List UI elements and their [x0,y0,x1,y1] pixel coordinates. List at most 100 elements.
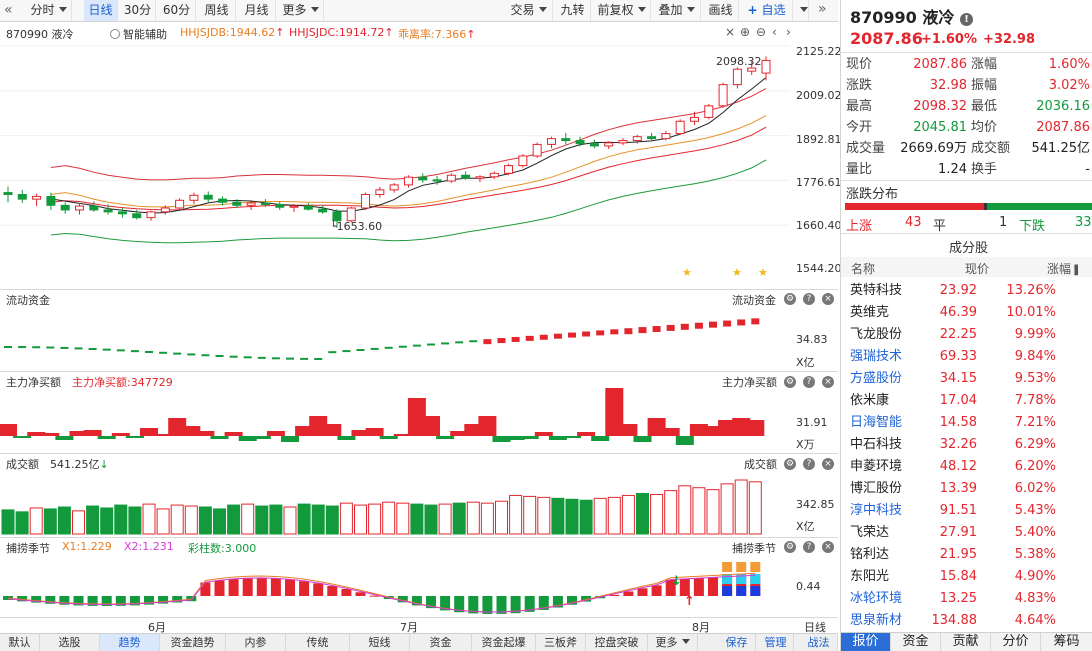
tab-three-axes[interactable]: 三板斧 [536,634,586,651]
component-row[interactable]: 冰轮环境 13.25 4.83% [841,588,1092,610]
volume-divider [0,453,838,454]
gear-icon[interactable]: ⚙ [784,376,796,388]
component-name[interactable]: 依米康 [850,393,890,408]
component-name[interactable]: 中石科技 [850,437,903,452]
component-row[interactable]: 飞龙股份 22.25 9.99% [841,324,1092,346]
info-icon[interactable]: ! [959,13,973,26]
smart-assist-toggle[interactable]: 智能辅助 [110,26,167,42]
tab-capital[interactable]: 资金 [410,634,472,651]
component-row[interactable]: 英特科技 23.92 13.26% [841,280,1092,302]
component-row[interactable]: 强瑞技术 69.33 9.84% [841,346,1092,368]
tab-more[interactable]: 更多 [278,0,324,21]
component-name[interactable]: 方盛股份 [850,371,903,386]
tab-capital-burst[interactable]: 资金起爆 [472,634,536,651]
component-row[interactable]: 飞荣达 27.91 5.40% [841,522,1092,544]
component-name[interactable]: 东阳光 [850,569,890,584]
gear-icon[interactable]: ⚙ [784,458,796,470]
component-name[interactable]: 博汇股份 [850,481,903,496]
adjust-menu[interactable]: 前复权 [593,0,651,21]
flow-bar [88,347,97,350]
high-price-label: 2098.32 [716,55,762,68]
tab-price-distribution[interactable]: 分价 [991,633,1041,651]
overlay-menu[interactable]: 叠加 [653,0,701,21]
component-row[interactable]: 依米康 17.04 7.78% [841,390,1092,412]
close-icon[interactable]: × [822,293,834,305]
tab-more-strategies[interactable]: 更多 [648,634,698,651]
component-row[interactable]: 东阳光 15.84 4.90% [841,566,1092,588]
kline-chart[interactable] [0,40,790,278]
add-watchlist-button[interactable]: + 自选 [741,0,793,21]
manage-button[interactable]: 管理 [758,634,794,651]
tab-daily[interactable]: 日线 [84,0,118,21]
tab-30min[interactable]: 30分 [120,0,156,21]
help-icon[interactable]: ? [803,541,815,553]
tactic-button[interactable]: 战法 [800,634,838,651]
gear-icon[interactable]: ⚙ [784,541,796,553]
component-name[interactable]: 飞龙股份 [850,327,903,342]
tab-default[interactable]: 默认 [0,634,40,651]
flow-bar [201,354,210,357]
component-name[interactable]: 铭利达 [850,547,890,562]
tab-traditional[interactable]: 传统 [286,634,350,651]
component-row[interactable]: 铭利达 21.95 5.38% [841,544,1092,566]
tab-chips[interactable]: 筹码 [1041,633,1092,651]
tab-monthly[interactable]: 月线 [238,0,276,21]
zoom-out-icon[interactable]: ⊖ [756,25,767,39]
tab-control-breakout[interactable]: 控盘突破 [586,634,648,651]
chart-close-icon[interactable]: × [725,25,736,39]
candle-body [318,208,328,213]
trade-menu[interactable]: 交易 [505,0,553,21]
tab-trend[interactable]: 趋势 [100,634,160,651]
volume-bar [621,494,635,535]
component-row[interactable]: 博汇股份 13.39 6.02% [841,478,1092,500]
candle-body [704,105,714,118]
header-price[interactable]: 现价 [965,262,990,276]
nine-turn-button[interactable]: 九转 [555,0,591,21]
component-row[interactable]: 中石科技 32.26 6.29% [841,434,1092,456]
tab-intraday[interactable]: 分时 [26,0,72,21]
tab-insider[interactable]: 内参 [226,634,286,651]
save-button[interactable]: 保存 [718,634,756,651]
draw-button[interactable]: 画线 [703,0,739,21]
collapse-left-icon[interactable]: « [4,2,13,18]
tab-pick-stock[interactable]: 选股 [40,634,100,651]
component-name[interactable]: 淳中科技 [850,503,903,518]
component-name[interactable]: 英特科技 [850,283,903,298]
component-name[interactable]: 强瑞技术 [850,349,903,364]
tab-fund-trend[interactable]: 资金趋势 [160,634,226,651]
close-icon[interactable]: × [822,541,834,553]
tab-capital-flow[interactable]: 资金 [891,633,941,651]
component-name[interactable]: 冰轮环境 [850,591,903,606]
help-icon[interactable]: ? [803,458,815,470]
component-row[interactable]: 方盛股份 34.15 9.53% [841,368,1092,390]
season-bar [524,596,535,612]
tab-weekly[interactable]: 周线 [198,0,236,21]
tab-pick-stock-label: 选股 [58,636,81,649]
toolbar-dropdown-button[interactable] [795,0,809,21]
close-icon[interactable]: × [822,458,834,470]
collapse-right-icon[interactable]: » [818,1,827,17]
component-row[interactable]: 思泉新材 134.88 4.64% [841,610,1092,632]
help-icon[interactable]: ? [803,293,815,305]
component-name[interactable]: 飞荣达 [850,525,890,540]
component-row[interactable]: 淳中科技 91.51 5.43% [841,500,1092,522]
component-row[interactable]: 英维克 46.39 10.01% [841,302,1092,324]
component-name[interactable]: 思泉新材 [850,613,903,628]
component-row[interactable]: 日海智能 14.58 7.21% [841,412,1092,434]
component-name[interactable]: 申菱环境 [850,459,903,474]
gear-icon[interactable]: ⚙ [784,293,796,305]
tab-quote[interactable]: 报价 [841,633,891,651]
tab-60min[interactable]: 60分 [158,0,196,21]
header-pct[interactable]: 涨幅▐ [1047,260,1078,277]
next-icon[interactable]: › [786,25,791,39]
component-row[interactable]: 申菱环境 48.12 6.20% [841,456,1092,478]
tab-contribution[interactable]: 贡献 [941,633,991,651]
close-icon[interactable]: × [822,376,834,388]
zoom-in-icon[interactable]: ⊕ [740,25,751,39]
tab-short-term[interactable]: 短线 [350,634,410,651]
prev-icon[interactable]: ‹ [772,25,777,39]
component-name[interactable]: 日海智能 [850,415,903,430]
component-name[interactable]: 英维克 [850,305,890,320]
header-name[interactable]: 名称 [851,262,876,276]
help-icon[interactable]: ? [803,376,815,388]
